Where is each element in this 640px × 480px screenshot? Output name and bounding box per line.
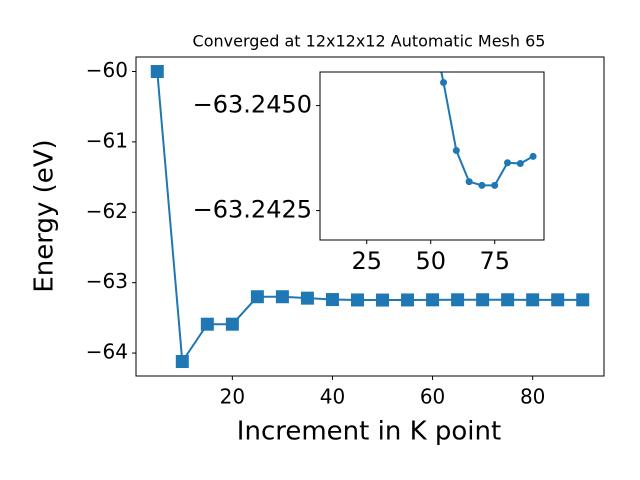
x-tick-label: 75 <box>479 247 510 275</box>
marker <box>300 291 314 305</box>
x-tick-label: 60 <box>420 385 445 409</box>
marker <box>225 317 239 331</box>
plot-area <box>427 18 537 189</box>
marker <box>376 293 390 307</box>
axes-frame <box>319 71 545 241</box>
marker <box>150 65 164 78</box>
marker <box>427 18 434 25</box>
marker <box>175 355 189 368</box>
x-tick-label: 40 <box>320 385 345 409</box>
marker <box>452 147 460 155</box>
marker <box>551 293 565 307</box>
x-tick-label: 80 <box>520 385 545 409</box>
y-tick-label: −63.2450 <box>193 91 312 119</box>
marker <box>478 181 486 189</box>
marker <box>501 293 515 307</box>
marker <box>250 290 264 304</box>
chart-title: Converged at 12x12x12 Automatic Mesh 65 <box>193 32 546 51</box>
marker <box>576 293 590 307</box>
marker <box>275 290 289 304</box>
y-axis-label: Energy (eV) <box>30 139 60 292</box>
marker <box>516 160 524 168</box>
marker <box>440 79 448 86</box>
marker <box>529 152 537 160</box>
x-tick-label: 20 <box>220 385 245 409</box>
x-tick-label: 25 <box>351 247 382 275</box>
y-tick-label: −60 <box>86 58 128 82</box>
y-tick-label: −61 <box>86 128 128 152</box>
y-tick-label: −64 <box>86 340 128 364</box>
y-tick-label: −63.2425 <box>193 196 312 224</box>
axes-frame <box>135 56 605 377</box>
x-axis-label: Increment in K point <box>237 417 501 447</box>
marker <box>526 293 540 307</box>
marker <box>491 181 499 189</box>
plot-background <box>320 72 544 240</box>
marker <box>465 178 473 186</box>
marker <box>325 293 339 307</box>
marker <box>401 293 415 307</box>
y-tick-label: −63 <box>86 269 128 293</box>
plot-area <box>150 65 590 368</box>
marker <box>350 293 364 307</box>
y-tick-label: −62 <box>86 199 128 223</box>
x-tick-label: 50 <box>415 247 446 275</box>
marker <box>426 293 440 307</box>
marker <box>476 293 490 307</box>
marker <box>451 293 465 307</box>
marker <box>200 317 214 331</box>
marker <box>504 159 512 167</box>
